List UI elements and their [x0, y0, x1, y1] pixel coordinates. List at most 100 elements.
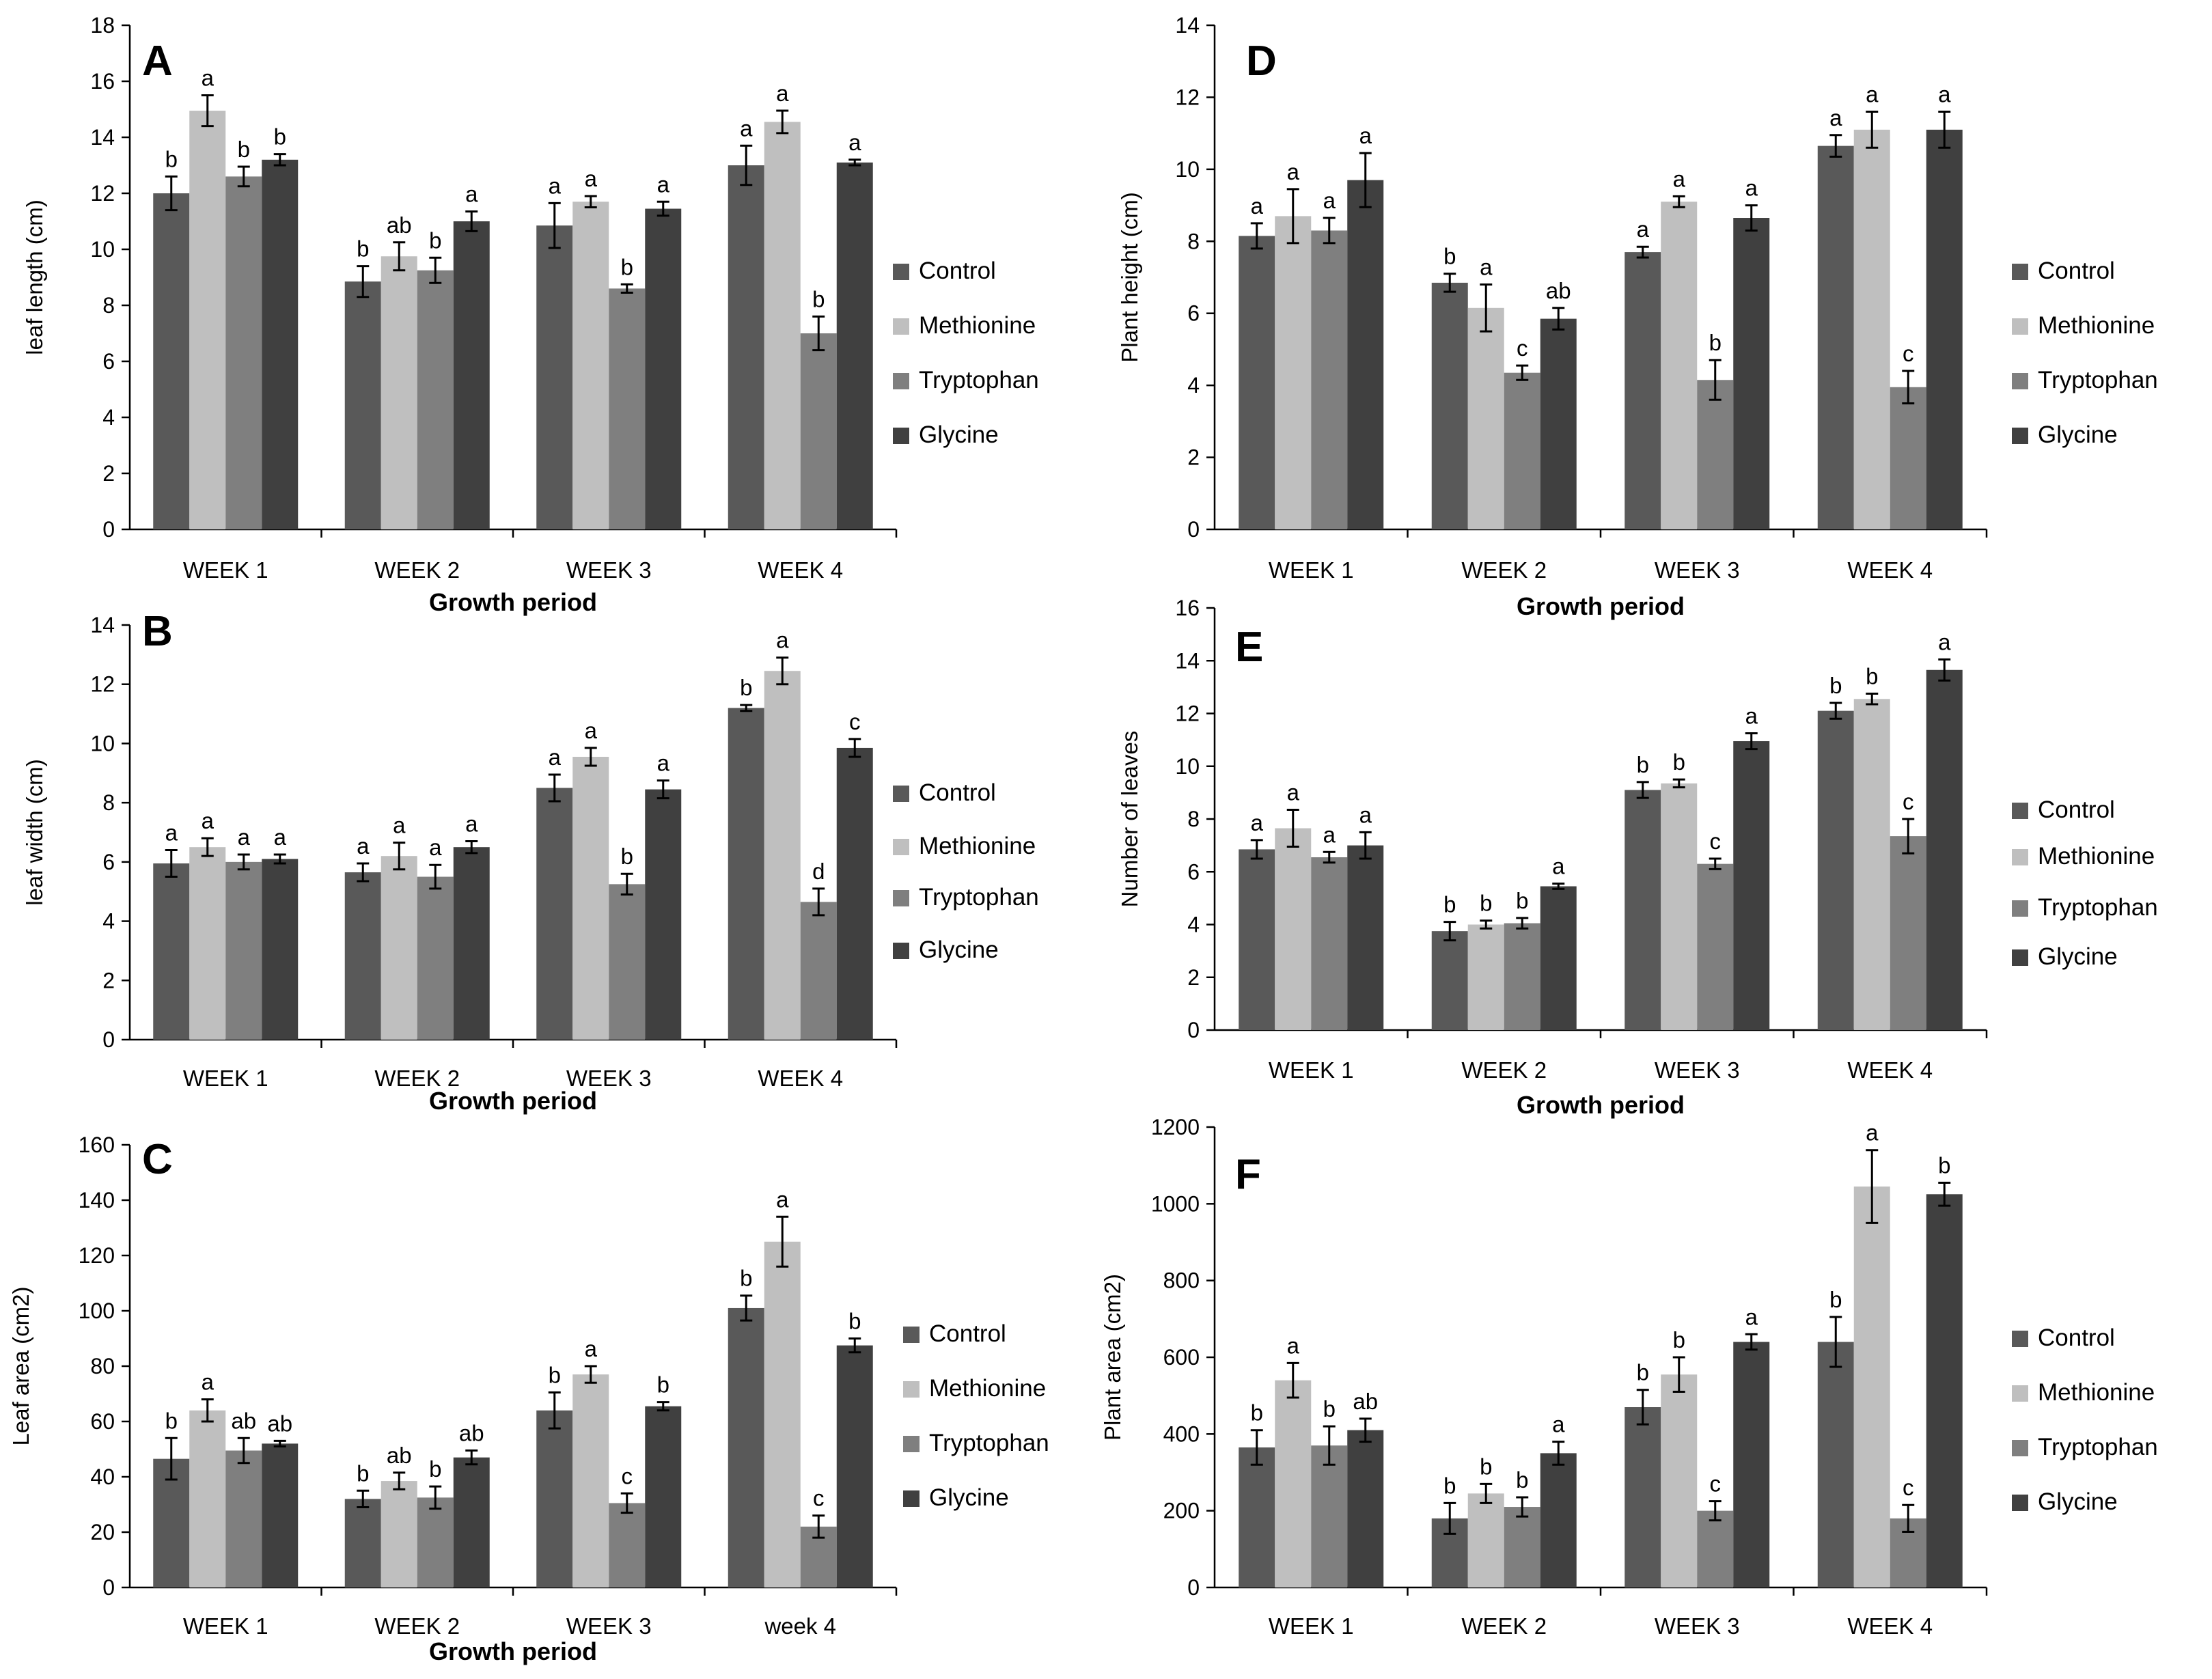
significance-label: a — [393, 813, 406, 838]
bar-glycine — [1926, 1194, 1963, 1587]
significance-label: b — [165, 146, 178, 171]
bar-control — [1817, 145, 1854, 530]
significance-label: a — [202, 808, 215, 833]
y-tick-label: 16 — [90, 69, 115, 94]
significance-label: b — [357, 236, 369, 262]
y-tick-label: 80 — [90, 1354, 115, 1378]
y-tick-label: 2 — [1187, 965, 1200, 990]
significance-label: b — [1673, 1327, 1685, 1352]
x-category-label: WEEK 2 — [374, 1613, 460, 1639]
bar-tryptophan — [417, 270, 454, 529]
bar-glycine — [1540, 886, 1577, 1030]
bar-tryptophan — [225, 176, 262, 529]
y-axis-title: Plant height (cm) — [1117, 192, 1142, 362]
y-tick-label: 0 — [1187, 1018, 1200, 1042]
bar-glycine — [262, 1443, 299, 1587]
significance-label: a — [1323, 188, 1336, 213]
legend-label: Methionine — [2038, 1379, 2155, 1406]
significance-label: ab — [267, 1411, 292, 1436]
significance-label: a — [848, 130, 861, 155]
legend-label: Tryptophan — [2038, 1434, 2158, 1460]
bar-tryptophan — [1504, 1507, 1540, 1587]
significance-label: c — [1710, 829, 1722, 854]
bar-control — [1625, 252, 1661, 529]
bar-glycine — [262, 159, 299, 530]
bar-control — [1625, 1407, 1661, 1587]
panel-letter: A — [142, 38, 173, 85]
bar-control — [728, 165, 764, 529]
bar-tryptophan — [1697, 1510, 1734, 1587]
significance-label: b — [429, 227, 441, 253]
y-tick-label: 0 — [1187, 1575, 1200, 1600]
significance-label: b — [1443, 1473, 1456, 1498]
significance-label: b — [1673, 749, 1685, 775]
significance-label: a — [357, 833, 370, 859]
significance-label: b — [621, 254, 633, 279]
y-axis-title: leaf width (cm) — [22, 759, 47, 906]
bar-control — [536, 1410, 573, 1587]
legend-label: Glycine — [2038, 1488, 2118, 1515]
bar-methionine — [1275, 1380, 1312, 1587]
x-axis-title: Growth period — [1517, 1091, 1685, 1119]
y-tick-label: 140 — [79, 1188, 115, 1212]
significance-label: a — [1480, 255, 1493, 280]
legend-label: Control — [929, 1320, 1006, 1347]
significance-label: b — [238, 137, 250, 162]
significance-label: a — [1251, 810, 1264, 835]
bar-control — [536, 225, 573, 529]
y-tick-label: 4 — [102, 405, 115, 430]
panel-c: 0 20 40 60 80 100 120 140 160 WEEK 1 WEEK 2 WEEK 3 w… — [8, 1133, 1049, 1665]
x-category-label: WEEK 3 — [1655, 557, 1740, 583]
significance-label: b — [1323, 1396, 1336, 1421]
significance-label: c — [849, 709, 861, 734]
legend-swatch-glycine — [903, 1490, 920, 1507]
significance-label: a — [165, 820, 178, 846]
significance-label: a — [740, 115, 753, 141]
significance-label: a — [776, 81, 789, 106]
y-tick-label: 1000 — [1151, 1191, 1200, 1216]
x-category-label: WEEK 1 — [1269, 1057, 1354, 1083]
bar-methionine — [572, 756, 609, 1040]
bar-tryptophan — [1697, 380, 1734, 529]
y-tick-label: 8 — [1187, 229, 1200, 253]
bar-methionine — [1661, 202, 1698, 529]
legend-swatch-tryptophan — [2012, 900, 2028, 917]
y-axis-title: leaf length (cm) — [22, 199, 47, 355]
bar-methionine — [1467, 1493, 1504, 1587]
y-tick-label: 600 — [1163, 1345, 1200, 1370]
legend-swatch-control — [893, 264, 909, 280]
significance-label: b — [1480, 891, 1492, 916]
legend-label: Methionine — [919, 312, 1036, 339]
legend-label: Methionine — [2038, 312, 2155, 339]
significance-label: c — [1517, 335, 1528, 361]
y-tick-label: 0 — [102, 517, 115, 542]
x-category-label: WEEK 2 — [1461, 557, 1547, 583]
x-category-label: WEEK 4 — [1847, 1613, 1933, 1639]
legend-label: Methionine — [919, 833, 1036, 859]
bar-tryptophan — [800, 902, 837, 1040]
legend-swatch-control — [893, 786, 909, 802]
x-axis-title: Growth period — [429, 1087, 597, 1115]
significance-label: a — [1745, 176, 1758, 201]
x-category-label: WEEK 2 — [374, 1066, 460, 1091]
legend-swatch-methionine — [893, 318, 909, 335]
significance-label: a — [1287, 159, 1300, 184]
significance-label: b — [1829, 673, 1842, 698]
bar-control — [1239, 236, 1275, 529]
legend-swatch-glycine — [2012, 428, 2028, 444]
bar-methionine — [1275, 828, 1312, 1030]
y-tick-label: 8 — [1187, 807, 1200, 831]
bar-tryptophan — [1311, 857, 1348, 1030]
significance-label: b — [621, 844, 633, 869]
y-axis-title: Plant area (cm2) — [1100, 1274, 1125, 1441]
y-tick-label: 14 — [1175, 13, 1200, 38]
legend-label: Tryptophan — [2038, 894, 2158, 921]
x-category-label: WEEK 1 — [183, 557, 268, 583]
x-axis-title: Growth period — [429, 588, 597, 616]
legend-label: Tryptophan — [919, 884, 1039, 911]
significance-label: a — [549, 745, 562, 770]
bar-methionine — [1661, 783, 1698, 1030]
legend-label: Glycine — [2038, 943, 2118, 970]
bar-tryptophan — [1890, 836, 1926, 1030]
bar-glycine — [1347, 180, 1384, 529]
